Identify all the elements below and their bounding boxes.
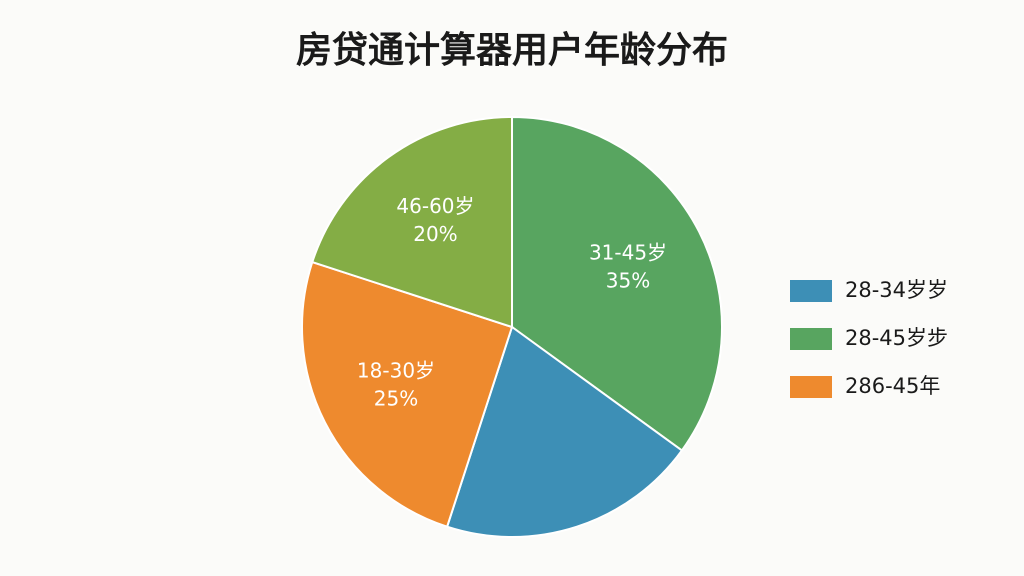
legend-swatch bbox=[790, 280, 832, 302]
slice-value-label: 35% bbox=[606, 268, 650, 292]
legend-label: 286-45年 bbox=[845, 374, 940, 398]
pie-slice bbox=[445, 325, 684, 538]
legend-swatch bbox=[790, 328, 832, 350]
slice-label: 46-60岁 bbox=[396, 194, 474, 218]
chart-title: 房贷通计算器用户年龄分布 bbox=[296, 30, 728, 71]
slice-label: 31-45岁 bbox=[589, 240, 667, 264]
pie-slice bbox=[301, 260, 514, 528]
slice-label: 18-30岁 bbox=[357, 359, 435, 383]
pie-slice bbox=[511, 115, 723, 452]
legend-label: 28-45岁步 bbox=[845, 326, 948, 350]
slice-value-label: 25% bbox=[374, 387, 418, 411]
slice-value-label: 20% bbox=[413, 222, 457, 246]
legend-swatch bbox=[790, 376, 832, 398]
legend-label: 28-34岁岁 bbox=[845, 278, 948, 302]
pie-slice bbox=[311, 115, 513, 329]
